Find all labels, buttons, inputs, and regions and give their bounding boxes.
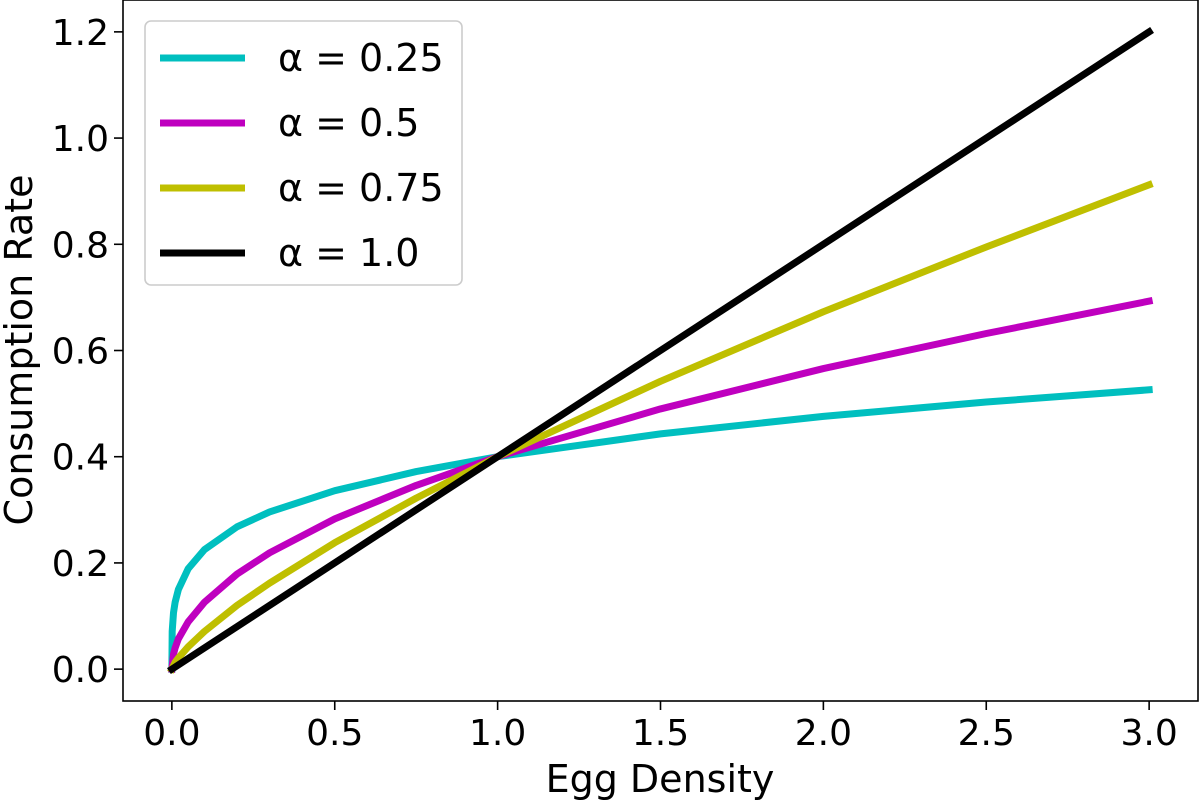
y-tick-label: 0.8: [52, 225, 109, 266]
legend-label-3: α = 0.75: [278, 166, 444, 210]
x-tick-label: 1.0: [469, 713, 526, 754]
x-tick-label: 1.5: [632, 713, 689, 754]
x-tick-label: 0.0: [143, 713, 200, 754]
y-axis-label: Consumption Rate: [0, 175, 41, 526]
x-tick-label: 2.0: [795, 713, 852, 754]
legend-label-4: α = 1.0: [278, 231, 419, 275]
y-tick-label: 0.0: [52, 650, 109, 691]
legend-label-1: α = 0.25: [278, 36, 444, 80]
series-line-1: [168, 386, 1153, 673]
x-axis-label: Egg Density: [546, 757, 775, 800]
y-tick-label: 0.6: [52, 332, 109, 373]
x-axis: 0.0 0.5 1.0 1.5 2.0 2.5 3.0: [143, 701, 1178, 754]
legend-label-2: α = 0.5: [278, 101, 419, 145]
y-tick-label: 0.4: [52, 438, 109, 479]
series-line-4: [167, 27, 1154, 674]
series-layer: [167, 27, 1154, 674]
series-line-3: [167, 180, 1154, 674]
x-tick-label: 3.0: [1121, 713, 1178, 754]
x-tick-label: 2.5: [958, 713, 1015, 754]
y-tick-label: 1.0: [52, 119, 109, 160]
x-tick-label: 0.5: [306, 713, 363, 754]
series-line-2: [167, 296, 1154, 674]
legend: α = 0.25 α = 0.5 α = 0.75 α = 1.0: [144, 20, 463, 286]
y-tick-label: 1.2: [52, 13, 109, 54]
legend-frame: [144, 20, 463, 286]
y-axis: 0.0 0.2 0.4 0.6 0.8 1.0 1.2: [52, 13, 123, 691]
y-tick-label: 0.2: [52, 544, 109, 585]
